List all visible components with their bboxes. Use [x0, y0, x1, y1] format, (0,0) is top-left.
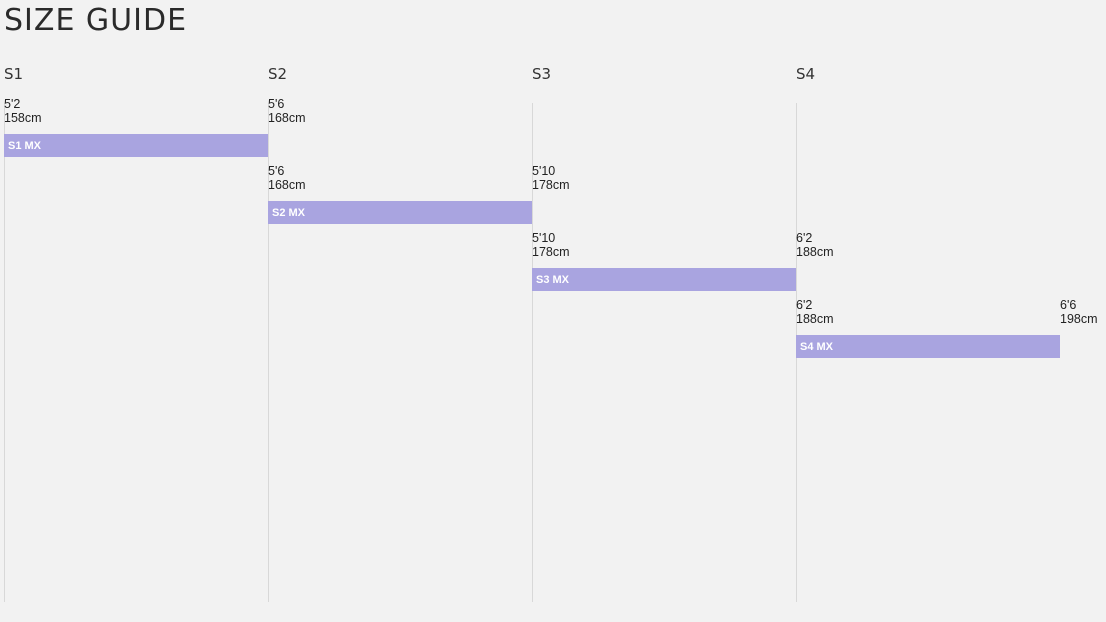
column-header-s2: S2: [268, 65, 288, 83]
height-metric: 178cm: [532, 178, 570, 192]
column-header-s3: S3: [532, 65, 552, 83]
height-label: 6'2 188cm: [796, 298, 834, 326]
size-bar-label: S3 MX: [536, 274, 570, 286]
height-label: 6'2 188cm: [796, 231, 834, 259]
height-imperial: 5'10: [532, 231, 556, 245]
height-metric: 178cm: [532, 245, 570, 259]
height-label: 5'6 168cm: [268, 164, 306, 192]
height-metric: 198cm: [1060, 312, 1098, 326]
height-metric: 158cm: [4, 111, 42, 125]
height-label: 5'10 178cm: [532, 231, 570, 259]
size-bar-label: S1 MX: [8, 140, 42, 152]
column-gridline: [4, 103, 5, 602]
height-imperial: 6'2: [796, 231, 813, 245]
height-metric: 188cm: [796, 312, 834, 326]
column-gridline: [268, 103, 269, 602]
height-label: 5'2 158cm: [4, 97, 42, 125]
height-label: 5'10 178cm: [532, 164, 570, 192]
column-header-s4: S4: [796, 65, 816, 83]
size-bar-s2-mx: S2 MX: [268, 201, 532, 224]
column-gridline: [532, 103, 533, 602]
size-bar-s1-mx: S1 MX: [4, 134, 268, 157]
height-metric: 168cm: [268, 111, 306, 125]
height-imperial: 6'6: [1060, 298, 1077, 312]
size-bar-label: S2 MX: [272, 207, 306, 219]
size-bar-s3-mx: S3 MX: [532, 268, 796, 291]
height-imperial: 6'2: [796, 298, 813, 312]
height-imperial: 5'6: [268, 97, 285, 111]
page-title: SIZE GUIDE: [4, 3, 188, 38]
height-metric: 188cm: [796, 245, 834, 259]
height-label: 6'6 198cm: [1060, 298, 1098, 326]
height-imperial: 5'6: [268, 164, 285, 178]
height-imperial: 5'10: [532, 164, 556, 178]
size-bar-label: S4 MX: [800, 341, 834, 353]
height-metric: 168cm: [268, 178, 306, 192]
height-imperial: 5'2: [4, 97, 21, 111]
height-label: 5'6 168cm: [268, 97, 306, 125]
column-header-s1: S1: [4, 65, 24, 83]
size-bar-s4-mx: S4 MX: [796, 335, 1060, 358]
